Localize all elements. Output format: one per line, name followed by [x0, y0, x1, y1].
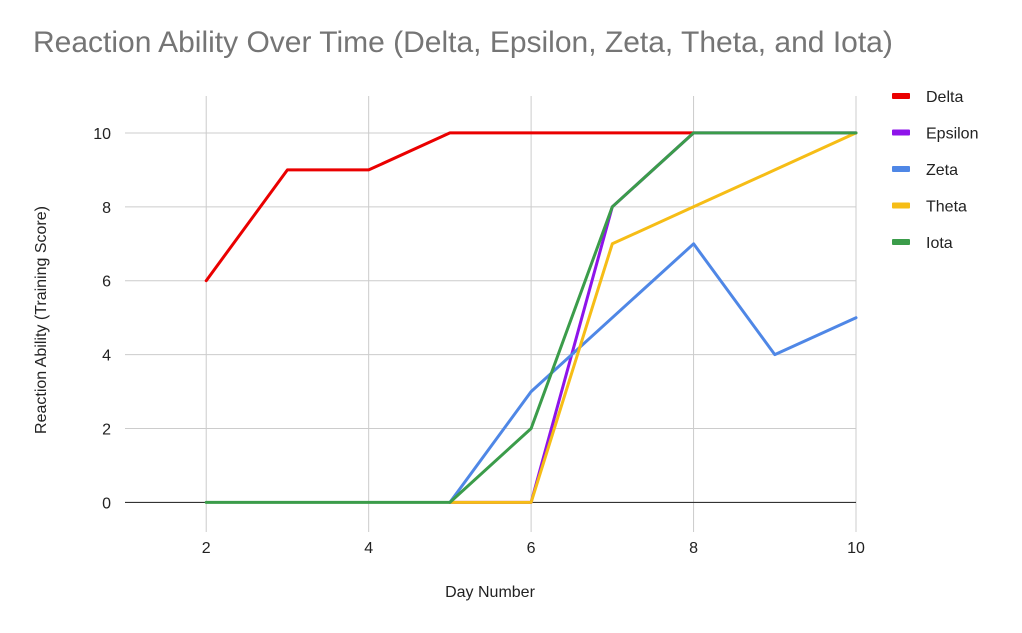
x-tick-label: 4: [364, 540, 373, 557]
x-tick-label: 10: [847, 540, 865, 557]
y-tick-label: 2: [102, 422, 111, 439]
y-tick-label: 0: [102, 495, 111, 512]
legend-swatch-epsilon: [892, 129, 910, 136]
y-tick-label: 8: [102, 200, 111, 217]
y-tick-label: 6: [102, 274, 111, 291]
series-line-delta: [204, 131, 696, 283]
axis-layer: 0 2 4 6 8 10 2 4 6 8 10: [93, 126, 865, 557]
chart-title: Reaction Ability Over Time (Delta, Epsil…: [33, 26, 893, 59]
grid-layer: [125, 96, 857, 532]
legend-label-iota: Iota: [926, 235, 953, 252]
series-line-theta: [448, 131, 858, 504]
series-layer: [204, 131, 858, 504]
series-line-iota: [204, 131, 858, 504]
legend-swatch-theta: [892, 202, 910, 209]
x-tick-label: 6: [527, 540, 536, 557]
legend-label-zeta: Zeta: [926, 162, 958, 179]
y-axis-title: Reaction Ability (Training Score): [33, 206, 50, 434]
y-tick-label: 4: [102, 348, 111, 365]
legend-swatch-zeta: [892, 166, 910, 172]
series-line-zeta: [448, 242, 858, 504]
y-tick-label: 10: [93, 126, 111, 143]
legend: Delta Epsilon Zeta Theta Iota: [892, 89, 978, 252]
legend-label-epsilon: Epsilon: [926, 126, 978, 143]
x-axis-title: Day Number: [445, 584, 535, 601]
legend-swatch-delta: [892, 93, 910, 99]
x-tick-label: 2: [202, 540, 211, 557]
x-tick-label: 8: [689, 540, 698, 557]
legend-label-delta: Delta: [926, 89, 963, 106]
legend-label-theta: Theta: [926, 199, 967, 216]
legend-swatch-iota: [892, 239, 910, 245]
